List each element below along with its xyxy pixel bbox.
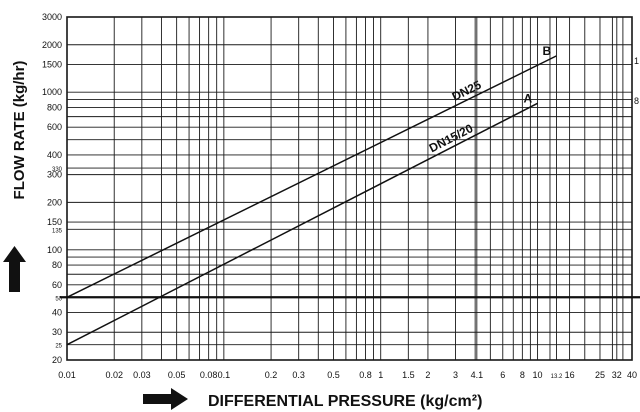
- y-axis-title: FLOW RATE (kg/hr): [11, 61, 28, 200]
- x-tick-label: 0.08: [200, 370, 218, 380]
- y-tick-label: 20: [52, 355, 62, 365]
- x-axis-arrow-icon: [143, 388, 188, 410]
- x-tick-labels: 0.01 0.02 0.03 0.05 0.08 0.1 0.2 0.3 0.5 0.8 1 1.5 2…: [58, 370, 637, 380]
- x-tick-label: 0.03: [133, 370, 151, 380]
- y-tick-label: 2000: [42, 40, 62, 50]
- x-tick-label: 8: [520, 370, 525, 380]
- x-tick-label: 10: [533, 370, 543, 380]
- grid-lines: [60, 16, 640, 361]
- y-tick-label: 200: [47, 197, 62, 207]
- y-tick-label: 800: [47, 102, 62, 112]
- y-tick-label: 50: [55, 296, 62, 302]
- right-edge-label-2: 8: [634, 96, 639, 106]
- curve-letter-label: B: [542, 44, 551, 58]
- x-tick-label: 0.1: [218, 370, 231, 380]
- y-tick-label: 1500: [42, 59, 62, 69]
- y-tick-label: 100: [47, 245, 62, 255]
- x-tick-label: 0.02: [105, 370, 123, 380]
- y-tick-label: 3000: [42, 12, 62, 22]
- series-line-1: [66, 102, 538, 346]
- x-tick-label: 40: [627, 370, 637, 380]
- x-tick-label: 0.05: [168, 370, 186, 380]
- x-tick-label: 0.3: [292, 370, 305, 380]
- y-tick-label: 300: [47, 170, 62, 180]
- y-tick-label: 30: [52, 327, 62, 337]
- y-tick-label: 25: [55, 344, 62, 350]
- x-tick-label: 4.1: [471, 370, 484, 380]
- x-tick-label: 0.5: [327, 370, 340, 380]
- y-tick-label: 1000: [42, 87, 62, 97]
- x-tick-label: 1.5: [402, 370, 415, 380]
- plot-frame: [66, 16, 633, 361]
- y-tick-label: 400: [47, 150, 62, 160]
- x-axis-title: DIFFERENTIAL PRESSURE (kg/cm²): [208, 393, 482, 410]
- y-axis-arrow-icon: [3, 246, 26, 292]
- y-tick-label: 135: [52, 228, 63, 234]
- series-line-2: [66, 55, 557, 298]
- y-tick-label: 40: [52, 308, 62, 318]
- y-tick-label: 60: [52, 280, 62, 290]
- x-tick-label: 16: [565, 370, 575, 380]
- x-tick-label: 32: [612, 370, 622, 380]
- x-tick-label: 25: [595, 370, 605, 380]
- x-tick-label: 0.8: [359, 370, 372, 380]
- x-tick-label: 2: [425, 370, 430, 380]
- y-tick-label: 600: [47, 122, 62, 132]
- y-tick-label: 330: [52, 167, 63, 173]
- right-edge-label-1: 1: [634, 56, 639, 66]
- x-tick-label: 1: [378, 370, 383, 380]
- curve-letter-label: A: [524, 91, 533, 105]
- x-tick-label: 0.2: [265, 370, 278, 380]
- x-tick-label: 13.2: [551, 374, 563, 380]
- x-tick-label: 3: [453, 370, 458, 380]
- y-tick-label: 150: [47, 217, 62, 227]
- y-tick-label: 80: [52, 260, 62, 270]
- x-tick-label: 6: [500, 370, 505, 380]
- x-tick-label: 0.01: [58, 370, 76, 380]
